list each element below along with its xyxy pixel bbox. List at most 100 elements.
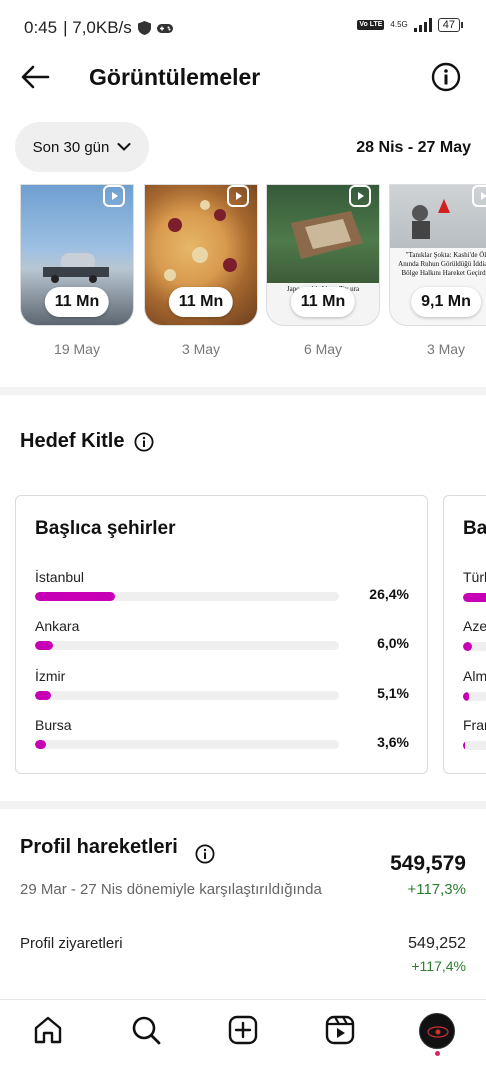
date-range-dropdown[interactable]: Son 30 gün xyxy=(15,122,149,172)
notification-dot xyxy=(435,1051,440,1056)
country-bar-fill xyxy=(463,593,486,602)
city-bar-track xyxy=(35,641,339,650)
city-percentage: 26,4% xyxy=(369,586,409,602)
profile-activity-title: Profil hareketleri xyxy=(20,836,178,858)
status-bar: 0:45 | 7,0KB/s Vo LTE 4.5G 47 xyxy=(0,0,486,56)
volte-badge: Vo LTE xyxy=(357,20,385,30)
city-name: Ankara xyxy=(35,618,80,634)
city-row: İstanbul 26,4% xyxy=(35,569,409,609)
profile-visits-change: +117,4% xyxy=(411,958,466,974)
city-name: İstanbul xyxy=(35,569,85,585)
network-speed: | 7,0KB/s xyxy=(63,18,132,37)
avatar[interactable] xyxy=(419,1013,455,1049)
city-bar-fill xyxy=(35,691,51,700)
top-cities-card[interactable]: Başlıca şehirler İstanbul 26,4% Ankara 6… xyxy=(15,495,428,774)
country-row: Türk xyxy=(463,569,486,602)
battery-icon: 47 xyxy=(437,18,464,32)
country-bar-fill xyxy=(463,741,466,750)
city-row: Bursa 3,6% xyxy=(35,717,409,757)
chevron-down-icon xyxy=(117,143,131,151)
reel-icon xyxy=(103,185,125,207)
country-name: Türk xyxy=(463,569,486,585)
reel-thumbnail[interactable]: Japo nanlık Al as: Ziy ura Gömüldü 11 Mn xyxy=(266,184,380,326)
page-title: Görüntülemeler xyxy=(89,64,261,90)
reel-views-badge: 11 Mn xyxy=(290,287,356,317)
info-icon[interactable] xyxy=(431,62,461,92)
country-bar-fill xyxy=(463,642,472,651)
country-bar-track xyxy=(463,593,486,602)
info-icon[interactable] xyxy=(195,844,215,864)
city-percentage: 3,6% xyxy=(377,734,409,750)
country-bar-track xyxy=(463,642,486,651)
city-row: İzmir 5,1% xyxy=(35,668,409,708)
reel-thumbnail[interactable]: 11 Mn xyxy=(144,184,258,326)
profile-visits-label: Profil ziyaretleri xyxy=(20,935,123,952)
city-bar-track xyxy=(35,592,339,601)
pizza-image-icon xyxy=(164,200,237,281)
date-range-text: 28 Nis - 27 May xyxy=(356,139,471,156)
profile-visits-value: 549,252 xyxy=(408,935,466,952)
date-range-dropdown-label: Son 30 gün xyxy=(32,138,110,156)
country-row: Alm xyxy=(463,668,486,701)
truck-scene-icon xyxy=(43,253,109,283)
reel-thumbnail[interactable]: "Tanıklar Şokta: Kashi'de Öl Anında Ruhu… xyxy=(389,184,486,326)
audience-section-title: Hedef Kitle xyxy=(20,430,154,453)
reel-date: 19 May xyxy=(54,341,100,357)
reel-icon xyxy=(349,185,371,207)
top-countries-card[interactable]: Ba Türk Aze Alm Fran xyxy=(443,495,486,774)
city-name: İzmir xyxy=(35,668,66,684)
country-row: Aze xyxy=(463,618,486,651)
top-cities-title: Başlıca şehirler xyxy=(35,518,176,539)
city-bar-track xyxy=(35,740,339,749)
arrow-left-icon[interactable] xyxy=(20,62,50,92)
city-name: Bursa xyxy=(35,717,72,733)
network-type: 4.5G xyxy=(390,20,408,29)
reel-icon xyxy=(472,185,486,207)
status-left: 0:45 | 7,0KB/s xyxy=(24,18,173,38)
shield-icon xyxy=(137,21,151,35)
home-icon[interactable] xyxy=(32,1014,64,1046)
reel-caption: "Tanıklar Şokta: Kashi'de Öl Anında Ruhu… xyxy=(398,251,486,277)
country-bar-track xyxy=(463,741,486,750)
info-icon[interactable] xyxy=(134,431,154,452)
reel-views-badge: 11 Mn xyxy=(168,287,234,317)
reels-icon[interactable] xyxy=(324,1014,356,1046)
comparison-period-text: 29 Mar - 27 Nis dönemiyle karşılaştırıld… xyxy=(20,881,322,898)
bottom-navigation xyxy=(0,999,486,1080)
status-right: Vo LTE 4.5G 47 xyxy=(357,18,464,32)
clock: 0:45 xyxy=(24,18,58,37)
reel-thumbnail[interactable]: 11 Mn xyxy=(20,184,134,326)
app-header: Görüntülemeler xyxy=(0,56,486,100)
scene-icon xyxy=(412,199,450,239)
profile-eye-icon xyxy=(427,1026,449,1038)
section-divider xyxy=(0,801,486,809)
country-row: Fran xyxy=(463,717,486,750)
profile-activity-change: +117,3% xyxy=(407,881,466,898)
reel-views-badge: 11 Mn xyxy=(44,287,110,317)
search-icon[interactable] xyxy=(130,1014,162,1046)
reel-icon xyxy=(227,185,249,207)
city-bar-fill xyxy=(35,740,46,749)
city-percentage: 6,0% xyxy=(377,635,409,651)
gamepad-icon xyxy=(156,23,173,33)
plus-square-icon[interactable] xyxy=(227,1014,259,1046)
audience-title-text: Hedef Kitle xyxy=(20,430,125,452)
signal-icon xyxy=(413,18,432,32)
city-bar-fill xyxy=(35,592,116,601)
profile-activity-total: 549,579 xyxy=(390,852,466,875)
country-bar-track xyxy=(463,692,486,701)
city-bar-track xyxy=(35,691,339,700)
country-name: Alm xyxy=(463,668,486,684)
country-name: Aze xyxy=(463,618,486,634)
reels-carousel[interactable]: 11 Mn 19 May 11 Mn 3 May Japo nanlık Al … xyxy=(0,184,486,364)
city-bar-fill xyxy=(35,641,54,650)
reel-date: 3 May xyxy=(426,341,466,357)
reel-date: 3 May xyxy=(181,341,221,357)
reel-date: 6 May xyxy=(303,341,343,357)
country-bar-fill xyxy=(463,692,469,701)
country-name: Fran xyxy=(463,717,486,733)
city-row: Ankara 6,0% xyxy=(35,618,409,658)
top-countries-title: Ba xyxy=(463,518,486,539)
arena-scene-icon xyxy=(291,211,363,259)
section-divider xyxy=(0,387,486,395)
